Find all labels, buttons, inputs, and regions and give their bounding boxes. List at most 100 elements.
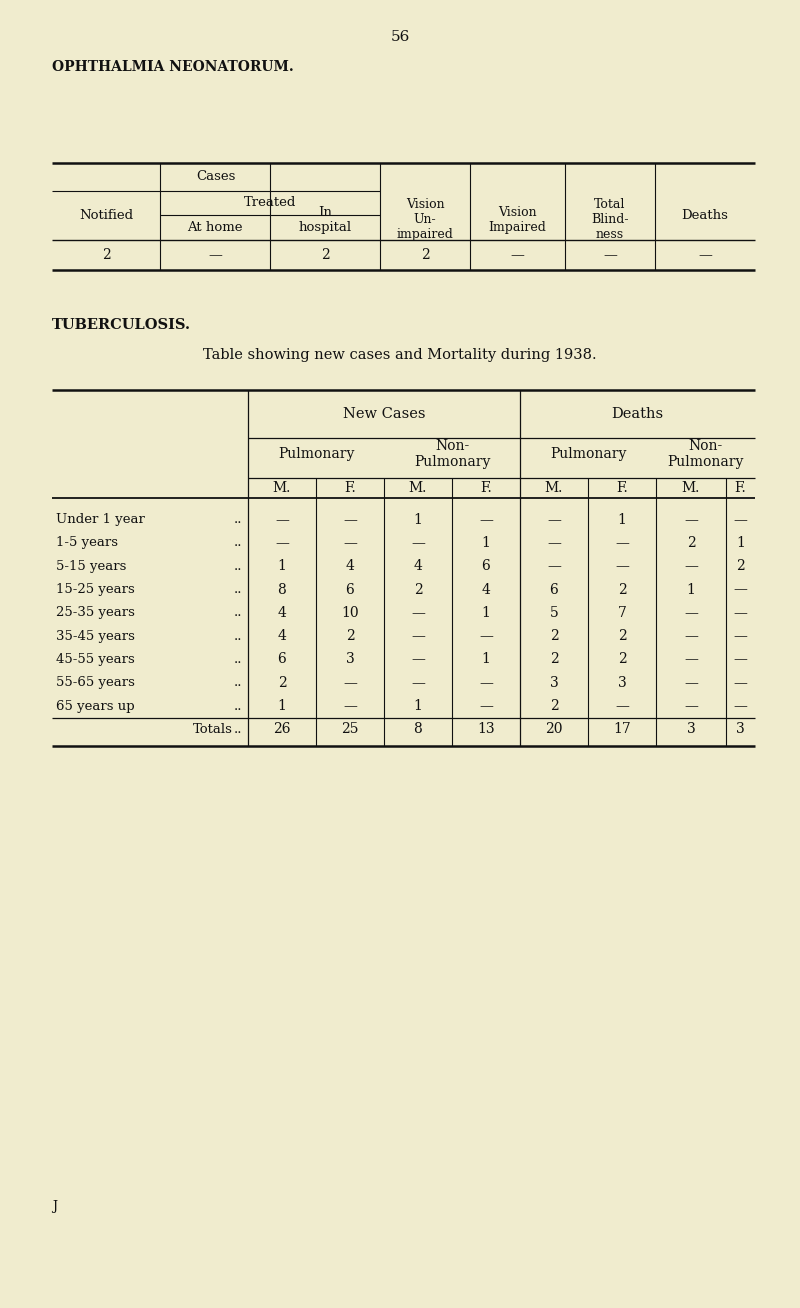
Text: ..: .. [234,700,242,713]
Text: ..: .. [234,583,242,596]
Text: ..: .. [234,653,242,666]
Text: F.: F. [480,481,492,494]
Text: ..: .. [234,629,242,642]
Text: 4: 4 [278,606,286,620]
Text: —: — [411,536,425,549]
Text: 2: 2 [550,653,558,667]
Text: 5: 5 [550,606,558,620]
Text: Pulmonary: Pulmonary [278,447,354,460]
Text: 7: 7 [618,606,626,620]
Text: —: — [615,536,629,549]
Text: 1: 1 [482,606,490,620]
Text: 2: 2 [346,629,354,644]
Text: 4: 4 [278,629,286,644]
Text: Table showing new cases and Mortality during 1938.: Table showing new cases and Mortality du… [203,348,597,362]
Text: Treated: Treated [244,196,296,209]
Text: 35-45 years: 35-45 years [56,629,135,642]
Text: —: — [684,606,698,620]
Text: —: — [615,560,629,573]
Text: 2: 2 [550,698,558,713]
Text: F.: F. [734,481,746,494]
Text: 45-55 years: 45-55 years [56,653,134,666]
Text: 1: 1 [414,513,422,527]
Text: —: — [208,249,222,262]
Text: 4: 4 [346,560,354,573]
Text: 1: 1 [736,536,745,549]
Text: 55-65 years: 55-65 years [56,676,135,689]
Text: ..: .. [234,513,242,526]
Text: 2: 2 [550,629,558,644]
Text: 17: 17 [613,722,631,736]
Text: 3: 3 [736,722,745,736]
Text: 3: 3 [686,722,695,736]
Text: ..: .. [234,676,242,689]
Text: TUBERCULOSIS.: TUBERCULOSIS. [52,318,191,332]
Text: —: — [411,653,425,667]
Text: 2: 2 [686,536,695,549]
Text: 1: 1 [686,582,695,596]
Text: —: — [615,698,629,713]
Text: 2: 2 [102,249,110,262]
Text: At home: At home [187,221,242,234]
Text: —: — [343,513,357,527]
Text: 5-15 years: 5-15 years [56,560,126,573]
Text: 15-25 years: 15-25 years [56,583,134,596]
Text: —: — [411,676,425,689]
Text: Deaths: Deaths [682,209,729,222]
Text: 2: 2 [321,249,330,262]
Text: 2: 2 [421,249,430,262]
Text: —: — [734,513,747,527]
Text: —: — [343,536,357,549]
Text: New Cases: New Cases [342,407,426,421]
Text: ..: .. [234,607,242,620]
Text: Vision
Un-
impaired: Vision Un- impaired [397,198,454,241]
Text: Non-
Pulmonary: Non- Pulmonary [667,439,744,470]
Text: —: — [479,629,493,644]
Text: —: — [684,676,698,689]
Text: —: — [343,676,357,689]
Text: 1: 1 [414,698,422,713]
Text: 2: 2 [414,582,422,596]
Text: Non-
Pulmonary: Non- Pulmonary [414,439,490,470]
Text: 10: 10 [341,606,359,620]
Text: —: — [684,698,698,713]
Text: —: — [698,249,712,262]
Text: —: — [547,536,561,549]
Text: 8: 8 [414,722,422,736]
Text: —: — [510,249,525,262]
Text: —: — [275,536,289,549]
Text: Total
Blind-
ness: Total Blind- ness [591,198,629,241]
Text: Pulmonary: Pulmonary [550,447,626,460]
Text: —: — [547,513,561,527]
Text: ..: .. [234,723,242,736]
Text: M.: M. [273,481,291,494]
Text: —: — [603,249,617,262]
Text: Vision
Impaired: Vision Impaired [489,205,546,234]
Text: —: — [734,676,747,689]
Text: 6: 6 [278,653,286,667]
Text: —: — [275,513,289,527]
Text: —: — [411,629,425,644]
Text: —: — [684,629,698,644]
Text: 6: 6 [550,582,558,596]
Text: 26: 26 [274,722,290,736]
Text: 3: 3 [346,653,354,667]
Text: J: J [52,1199,57,1213]
Text: —: — [734,698,747,713]
Text: —: — [343,698,357,713]
Text: —: — [734,582,747,596]
Text: 4: 4 [414,560,422,573]
Text: M.: M. [409,481,427,494]
Text: Totals: Totals [193,723,233,736]
Text: 56: 56 [390,30,410,44]
Text: 8: 8 [278,582,286,596]
Text: 1: 1 [278,698,286,713]
Text: 2: 2 [618,653,626,667]
Text: Deaths: Deaths [611,407,663,421]
Text: —: — [684,560,698,573]
Text: —: — [547,560,561,573]
Text: —: — [734,606,747,620]
Text: 6: 6 [346,582,354,596]
Text: 1: 1 [618,513,626,527]
Text: 1: 1 [482,536,490,549]
